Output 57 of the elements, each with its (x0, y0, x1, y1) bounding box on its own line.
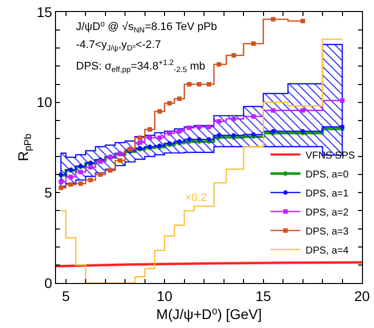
point (148, 127, 152, 132)
point (58, 186, 64, 190)
point (68, 182, 74, 187)
point (251, 41, 256, 46)
point (177, 128, 182, 134)
y-tick-label: 10 (36, 94, 52, 110)
point (196, 124, 202, 130)
point (216, 62, 222, 67)
point (148, 135, 152, 140)
y-tick-label: 0 (44, 274, 52, 291)
legend-label: DPS, a=3 (305, 226, 349, 238)
point (340, 98, 345, 103)
point (98, 172, 103, 177)
point (58, 180, 64, 184)
legend-label: DPS, a=4 (305, 245, 349, 256)
annotation: DPS: σ$_{eff,pp}$=34.8$^{+1.2}$$_{-2.5}$ mb (76, 58, 206, 74)
point (196, 82, 202, 87)
point (138, 140, 142, 145)
point (270, 16, 276, 22)
legend-label: DPS, a=0 (305, 169, 349, 180)
annotation: J/ψD⁰ @ √s$_{NN}$=8.16 TeV pPb (76, 21, 217, 34)
x-tick-label: 10 (156, 288, 173, 304)
legend-label: DPS, a=1 (305, 188, 349, 200)
point (187, 126, 192, 130)
x-tick-label: 5 (62, 288, 70, 304)
annotation: -4.7<y$_{J/ψ}$,y$_{D⁰}$<-2.7 (76, 39, 161, 52)
point (157, 109, 162, 114)
point (251, 114, 256, 119)
point (118, 158, 122, 163)
point (88, 164, 93, 170)
point (68, 174, 74, 180)
x-tick-label: 15 (256, 288, 272, 304)
x-tick-label: 20 (354, 288, 370, 304)
point (216, 119, 222, 124)
point (108, 168, 113, 173)
legend-label: VFNS SPS (305, 150, 356, 162)
x-axis-title: M(J/ψ+D⁰) [GeV] (156, 306, 262, 322)
point (177, 96, 182, 101)
point (300, 18, 306, 24)
point (206, 82, 212, 87)
point (167, 131, 172, 136)
point (187, 82, 192, 87)
point (206, 124, 212, 130)
point (78, 170, 83, 174)
y-tick-label: 15 (36, 4, 52, 20)
point (88, 178, 93, 182)
annotation: ×0.2 (185, 192, 207, 204)
legend-label: DPS, a=2 (305, 207, 349, 218)
point (300, 108, 306, 113)
point (167, 100, 172, 106)
y-tick-label: 5 (44, 184, 52, 201)
point (231, 53, 236, 58)
point (138, 135, 142, 140)
point (157, 135, 162, 140)
point (270, 108, 276, 113)
point (78, 181, 83, 186)
point (231, 116, 236, 122)
